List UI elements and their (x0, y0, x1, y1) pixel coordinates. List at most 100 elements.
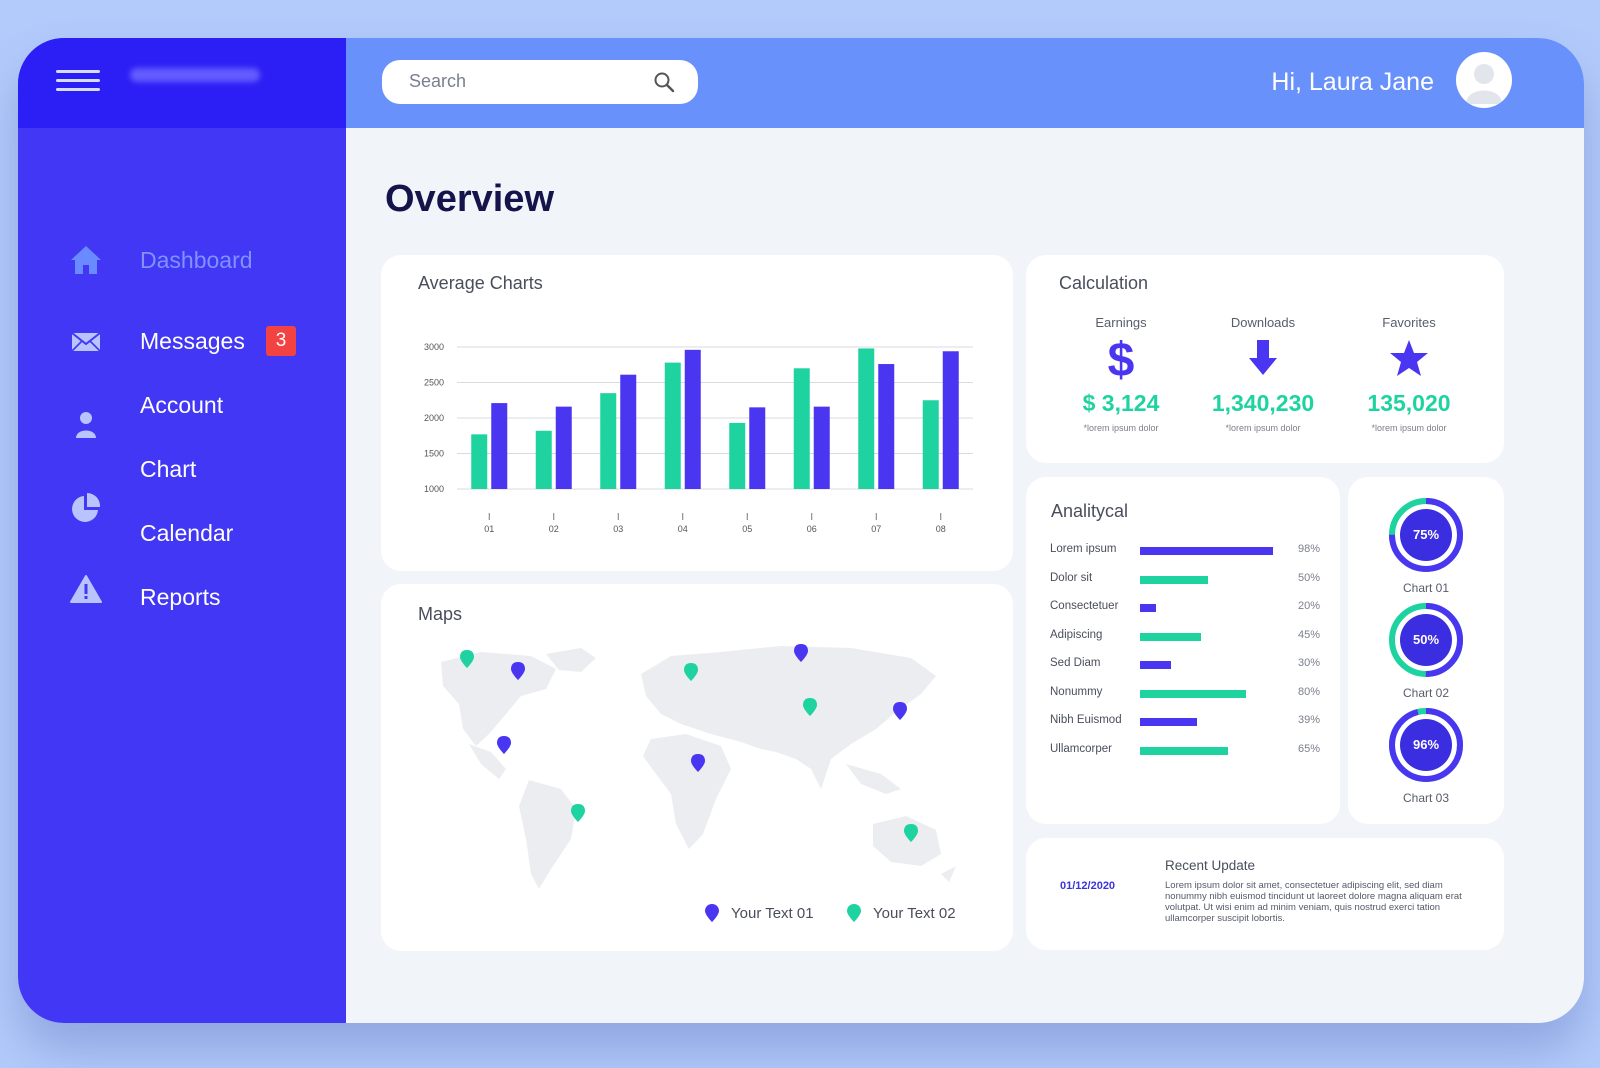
y-tick-label: 1000 (424, 484, 444, 494)
bar (600, 393, 617, 489)
donut-percent: 96% (1413, 737, 1439, 752)
favorites-stat: Favorites 135,020 *lorem ipsum dolor (1334, 315, 1484, 433)
map-pin-icon[interactable] (893, 702, 907, 720)
row-percent: 80% (1297, 685, 1320, 698)
card-title: Maps (418, 604, 463, 624)
progress-bar (1140, 718, 1198, 726)
sidebar-item-label: Chart (140, 456, 197, 482)
map-pin-icon[interactable] (460, 650, 474, 668)
top-bar: Search Hi, Laura Jane (346, 38, 1584, 128)
progress-track (1140, 632, 1276, 641)
x-tick-label: 06 (807, 524, 817, 534)
analytical-row: Ullamcorper 65% (1050, 741, 1320, 761)
bar (878, 364, 895, 489)
map-pin-icon[interactable] (794, 644, 808, 662)
bar (555, 406, 572, 489)
donut-arc (1389, 498, 1463, 572)
stat-note: *lorem ipsum dolor (1225, 423, 1301, 433)
x-tick-label: 07 (871, 524, 881, 534)
row-label: Adipiscing (1050, 628, 1103, 641)
legend-item-02: Your Text 02 (847, 904, 956, 922)
analytical-row: Dolor sit 50% (1050, 570, 1320, 590)
map-pin-icon[interactable] (684, 663, 698, 681)
legend-label: Your Text 01 (731, 904, 814, 922)
progress-track (1140, 547, 1276, 555)
analytical-row: Lorem ipsum 98% (1050, 541, 1320, 561)
map-pin-icon (847, 904, 861, 922)
donut-chart: 50% Chart 02 (1348, 600, 1504, 700)
row-label: Nonummy (1050, 685, 1103, 698)
donut-center (1400, 614, 1452, 666)
analytical-row: Sed Diam 30% (1050, 655, 1320, 675)
user-icon (76, 412, 96, 438)
home-icon (71, 246, 101, 274)
bar (535, 430, 552, 489)
earnings-stat: Earnings $ $ 3,124 *lorem ipsum dolor (1046, 315, 1196, 433)
bar (749, 407, 766, 489)
progress-track (1140, 661, 1276, 669)
search-input[interactable]: Search (382, 60, 698, 104)
bar (620, 374, 637, 489)
update-date: 01/12/2020 (1060, 880, 1116, 892)
map-pin-icon (705, 904, 719, 922)
row-label: Nibh Euismod (1050, 714, 1122, 726)
star-icon (1390, 340, 1428, 376)
x-tick-label: 05 (742, 524, 752, 534)
hamburger-menu-icon[interactable] (56, 70, 100, 94)
stat-label: Favorites (1382, 315, 1436, 330)
y-tick-label: 2500 (424, 378, 444, 388)
calculation-card: Calculation Earnings $ $ 3,124 *lorem ip… (1026, 255, 1504, 463)
x-tick-label: 01 (484, 524, 494, 534)
donut-center (1400, 509, 1452, 561)
recent-update-card: 01/12/2020 Recent Update Lorem ipsum dol… (1026, 838, 1504, 950)
progress-bar (1140, 575, 1208, 584)
x-tick-label: 03 (613, 524, 623, 534)
y-tick-label: 2000 (424, 413, 444, 423)
row-label: Sed Diam (1050, 657, 1101, 669)
map-pin-icon[interactable] (511, 662, 525, 680)
search-placeholder: Search (409, 71, 467, 91)
stat-label: Earnings (1095, 315, 1147, 330)
bar (793, 368, 810, 489)
downloads-stat: Downloads 1,340,230 *lorem ipsum dolor (1188, 315, 1338, 433)
sidebar-header (18, 38, 346, 128)
map-pin-icon[interactable] (803, 698, 817, 716)
sidebar-item-label: Reports (140, 584, 221, 610)
map-pin-icon[interactable] (571, 804, 585, 822)
donut-ring: 96% (1389, 708, 1463, 782)
sidebar-item-label: Account (140, 392, 224, 418)
analytical-row: Adipiscing 45% (1050, 627, 1320, 647)
stat-value: 1,340,230 (1211, 390, 1315, 416)
sidebar-item-label: Messages (140, 328, 245, 354)
stat-label: Downloads (1230, 315, 1296, 330)
bar (729, 422, 746, 489)
map-pin-icon[interactable] (904, 824, 918, 842)
logo (130, 68, 260, 82)
x-tick-label: 04 (678, 524, 688, 534)
card-title: Calculation (1059, 273, 1149, 293)
row-label: Lorem ipsum (1050, 543, 1117, 555)
row-label: Consectetuer (1050, 600, 1119, 612)
map-pin-icon[interactable] (691, 754, 705, 772)
row-percent: 98% (1297, 543, 1320, 555)
bar (813, 406, 830, 489)
user-greeting: Hi, Laura Jane (1271, 68, 1434, 96)
bar (664, 362, 681, 489)
bar (922, 400, 939, 489)
sidebar-item-label: Calendar (140, 520, 234, 546)
legend-label: Your Text 02 (873, 904, 956, 922)
legend-item-01: Your Text 01 (705, 904, 814, 922)
progress-track (1140, 604, 1276, 612)
donut-arc (1389, 708, 1463, 782)
avatar[interactable] (1456, 52, 1512, 108)
donut-chart: 75% Chart 01 (1348, 495, 1504, 595)
row-percent: 50% (1297, 571, 1320, 584)
search-icon[interactable] (652, 70, 676, 94)
row-percent: 20% (1297, 600, 1320, 612)
map-pin-icon[interactable] (497, 736, 511, 754)
stat-note: *lorem ipsum dolor (1083, 423, 1159, 433)
progress-bar (1140, 746, 1229, 755)
bar (684, 349, 701, 489)
envelope-icon (71, 332, 101, 352)
sidebar-item-label: Dashboard (140, 247, 253, 273)
